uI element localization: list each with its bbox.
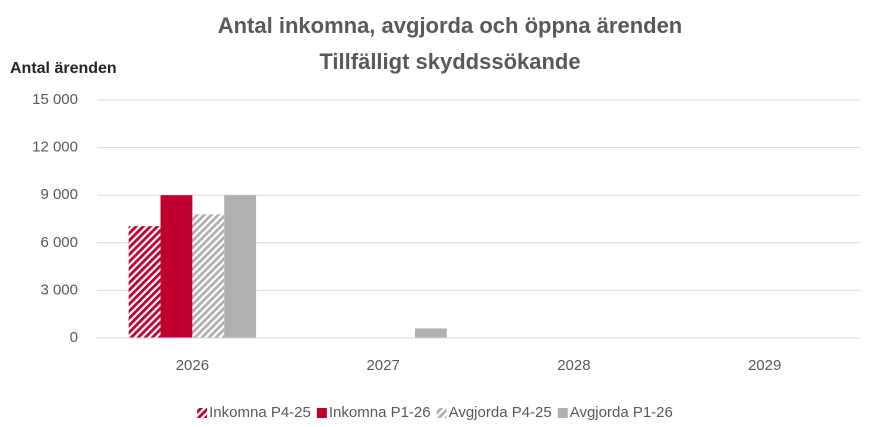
legend-label: Inkomna P1-26 [329,404,431,421]
legend-label: Inkomna P4-25 [209,404,311,421]
x-tick-label: 2029 [748,357,781,374]
y-tick-label: 0 [70,329,78,346]
legend-item: Inkomna P1-26 [316,404,431,421]
y-tick-label: 9 000 [40,186,78,203]
legend-item: Inkomna P4-25 [197,404,311,421]
bar [224,195,257,338]
y-tick-label: 12 000 [32,139,78,156]
legend-item: Avgjorda P1-26 [557,404,673,421]
legend-label: Avgjorda P4-25 [449,404,552,421]
legend-swatch [316,408,327,418]
legend-item: Avgjorda P4-25 [436,404,552,421]
chart-subtitle: Tillfälligt skyddssökande [319,49,580,74]
legend-swatch [436,408,447,418]
bar [192,214,225,338]
y-tick-label: 6 000 [40,234,78,251]
y-tick-label: 3 000 [40,281,78,298]
bar [160,195,193,338]
x-tick-label: 2028 [557,357,590,374]
x-tick-label: 2026 [176,357,209,374]
y-axis-label: Antal ärenden [10,60,117,77]
legend-label: Avgjorda P1-26 [570,404,673,421]
x-tick-label: 2027 [366,357,399,374]
bar [414,328,447,338]
chart-title: Antal inkomna, avgjorda och öppna ärende… [218,13,683,38]
legend-swatch [557,408,568,418]
legend-swatch [197,408,208,418]
y-tick-label: 15 000 [32,91,78,108]
bar [128,226,161,338]
